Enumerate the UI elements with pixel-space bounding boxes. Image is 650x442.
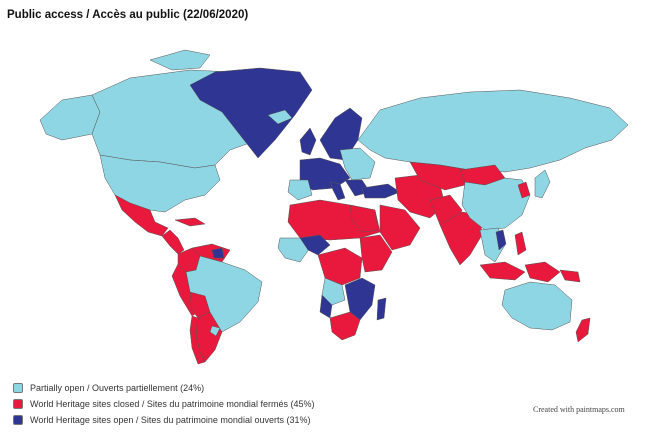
region-china xyxy=(461,177,531,231)
region-india xyxy=(439,211,483,266)
region-indonesia-west xyxy=(479,261,526,281)
legend-item-partially-open: Partially open / Ouverts partiellement (… xyxy=(13,380,314,396)
region-new-zealand xyxy=(575,317,591,343)
legend-swatch-open xyxy=(13,415,23,425)
region-guyana-suriname xyxy=(211,247,225,259)
region-alaska xyxy=(39,94,101,141)
region-australia xyxy=(501,281,573,331)
credit-text: Created with paintmaps.com xyxy=(533,405,625,414)
legend-item-open: World Heritage sites open / Sites du pat… xyxy=(13,412,314,428)
region-egypt-libya xyxy=(349,204,379,233)
region-turkey xyxy=(361,183,401,199)
legend-label-open: World Heritage sites open / Sites du pat… xyxy=(30,415,311,425)
legend-label-closed: World Heritage sites closed / Sites du p… xyxy=(30,399,315,409)
region-iberia xyxy=(287,179,313,201)
region-scandinavia xyxy=(319,107,363,161)
region-indonesia-east xyxy=(524,261,561,283)
region-cuba xyxy=(174,217,206,227)
region-drc xyxy=(321,277,346,306)
region-vietnam-laos xyxy=(495,229,507,251)
region-japan xyxy=(534,169,551,199)
region-uruguay xyxy=(209,325,221,337)
region-sahel xyxy=(299,234,331,256)
region-iceland xyxy=(267,109,293,125)
region-east-africa xyxy=(359,234,393,273)
region-chile xyxy=(189,315,206,365)
legend-swatch-closed xyxy=(13,399,23,409)
region-uk-ireland xyxy=(299,127,317,156)
region-korea xyxy=(517,181,531,199)
region-eastern-europe xyxy=(339,147,376,181)
region-madagascar xyxy=(376,297,387,321)
region-russia xyxy=(357,89,629,173)
map-legend: Partially open / Ouverts partiellement (… xyxy=(13,380,314,428)
region-central-america xyxy=(161,229,185,255)
region-mexico xyxy=(114,194,169,237)
region-philippines xyxy=(514,231,527,256)
region-canada-arctic-islands xyxy=(149,49,211,71)
region-southern-africa xyxy=(329,311,361,341)
legend-label-partially-open: Partially open / Ouverts partiellement (… xyxy=(30,383,205,393)
legend-item-closed: World Heritage sites closed / Sites du p… xyxy=(13,396,314,412)
region-papua-new-guinea xyxy=(559,269,581,283)
region-italy xyxy=(329,181,346,201)
region-greenland xyxy=(189,67,313,159)
legend-swatch-partially-open xyxy=(13,383,23,393)
map-title: Public access / Accès au public (22/06/2… xyxy=(7,9,249,21)
